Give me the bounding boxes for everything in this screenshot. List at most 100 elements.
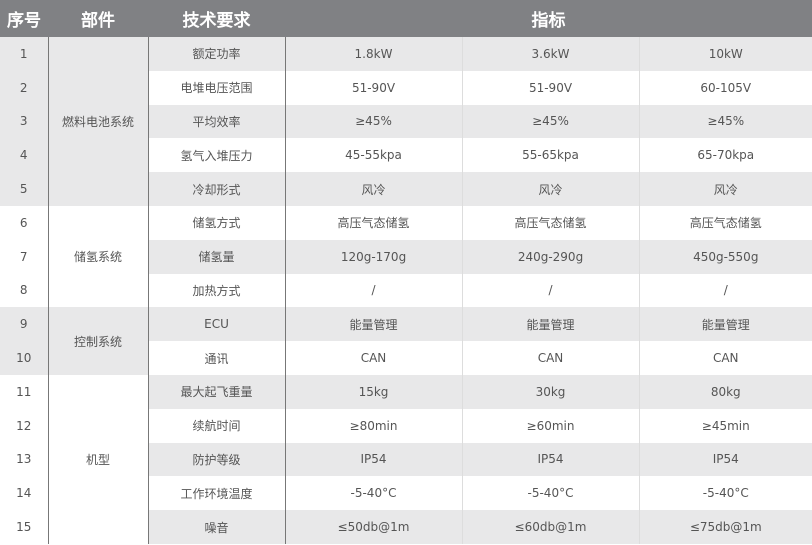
header-component: 部件: [48, 0, 148, 37]
component-cell: 控制系统: [47, 307, 148, 375]
spec-value-cell: 能量管理: [461, 307, 639, 342]
row-index: 4: [0, 138, 48, 173]
row-index: 6: [19, 215, 28, 230]
spec-value-cell: ≤50db@1m: [284, 510, 462, 544]
row-index: 7: [19, 249, 28, 264]
requirement-cell: 平均效率: [147, 104, 285, 139]
spec-value-cell: -5-40°C: [461, 476, 639, 511]
spec-value-cell: ≥80min: [284, 408, 462, 443]
spec-value-cell: ≥45%: [461, 104, 639, 139]
spec-value-cell: /: [461, 273, 639, 308]
spec-value-cell: 高压气态储氢: [284, 205, 462, 240]
spec-value-cell: 45-55kpa: [284, 138, 462, 173]
spec-value-cell: 65-70kpa: [638, 138, 812, 173]
spec-value-cell: ≥45min: [638, 408, 812, 443]
spec-value-cell: 风冷: [461, 172, 639, 206]
spec-value-cell: 15kg: [284, 374, 462, 409]
spec-value-cell: -5-40°C: [284, 476, 462, 511]
table-row: 7 储氢量 120g-170g 240g-290g 450g-550g: [0, 239, 812, 274]
header-requirement: 技术要求: [148, 0, 285, 37]
spec-value-cell: 能量管理: [284, 307, 462, 342]
table-row: 15 噪音 ≤50db@1m ≤60db@1m ≤75db@1m: [0, 510, 812, 544]
spec-value-cell: 30kg: [461, 374, 639, 409]
row-index: 2: [0, 70, 48, 105]
table-row: 3 平均效率 ≥45% ≥45% ≥45%: [0, 104, 812, 139]
requirement-cell: 噪音: [147, 510, 285, 544]
spec-value-cell: 120g-170g: [284, 239, 462, 274]
spec-value-cell: 55-65kpa: [461, 138, 639, 173]
requirement-cell: 最大起飞重量: [147, 374, 285, 409]
spec-value-cell: 450g-550g: [638, 239, 812, 274]
requirement-cell: 额定功率: [147, 37, 285, 71]
requirement-cell: 工作环境温度: [147, 476, 285, 511]
requirement-cell: 加热方式: [147, 273, 285, 308]
requirement-cell: 冷却形式: [147, 172, 285, 206]
requirement-cell: ECU: [147, 307, 285, 342]
table-row: 4 氢气入堆压力 45-55kpa 55-65kpa 65-70kpa: [0, 138, 812, 173]
requirement-cell: 电堆电压范围: [147, 70, 285, 105]
table-row: 12 续航时间 ≥80min ≥60min ≥45min: [0, 408, 812, 443]
spec-value-cell: 3.6kW: [461, 37, 639, 71]
spec-value-cell: 能量管理: [638, 307, 812, 342]
spec-value-cell: 风冷: [638, 172, 812, 206]
row-index: 3: [0, 104, 48, 139]
component-cell: 燃料电池系统: [47, 37, 148, 206]
spec-value-cell: 10kW: [638, 37, 812, 71]
row-index: 9: [0, 307, 48, 342]
row-index: 1: [0, 37, 48, 71]
spec-value-cell: 高压气态储氢: [461, 205, 639, 240]
row-index: 5: [0, 172, 48, 206]
table-row: 8 加热方式 / / /: [0, 273, 812, 308]
table-row: 6 储氢系统 储氢方式 高压气态储氢 高压气态储氢 高压气态储氢: [0, 205, 812, 308]
header-spec: 指标: [285, 0, 812, 37]
spec-value-cell: 1.8kW: [284, 37, 462, 71]
spec-value-cell: ≥45%: [638, 104, 812, 139]
table-row: 11 机型 最大起飞重量 15kg 30kg 80kg: [0, 374, 812, 544]
spec-value-cell: CAN: [284, 341, 462, 375]
spec-value-cell: 80kg: [638, 374, 812, 409]
spec-value-cell: IP54: [638, 442, 812, 477]
spec-value-cell: 51-90V: [284, 70, 462, 105]
header-row: 序号 部件 技术要求 指标: [0, 0, 812, 37]
row-index: 8: [19, 283, 28, 298]
spec-value-cell: 60-105V: [638, 70, 812, 105]
row-index: 11: [16, 384, 32, 399]
spec-value-cell: CAN: [461, 341, 639, 375]
row-index: 14: [16, 486, 32, 501]
spec-value-cell: 51-90V: [461, 70, 639, 105]
table-row: 1 燃料电池系统 额定功率 1.8kW 3.6kW 10kW: [0, 37, 812, 206]
spec-value-cell: IP54: [284, 442, 462, 477]
requirement-cell: 续航时间: [147, 408, 285, 443]
spec-value-cell: ≥60min: [461, 408, 639, 443]
spec-value-cell: CAN: [638, 341, 812, 375]
header-index: 序号: [0, 0, 48, 37]
table-row: 2 电堆电压范围 51-90V 51-90V 60-105V: [0, 70, 812, 105]
requirement-cell: 储氢量: [147, 239, 285, 274]
spec-value-cell: ≤60db@1m: [461, 510, 639, 544]
spec-value-cell: /: [284, 273, 462, 308]
requirement-cell: 通讯: [147, 341, 285, 375]
spec-value-cell: IP54: [461, 442, 639, 477]
requirement-cell: 储氢方式: [147, 205, 285, 240]
spec-value-cell: 风冷: [284, 172, 462, 206]
spec-value-cell: ≤75db@1m: [638, 510, 812, 544]
table-row: 13 防护等级 IP54 IP54 IP54: [0, 442, 812, 477]
table-row: 14 工作环境温度 -5-40°C -5-40°C -5-40°C: [0, 476, 812, 511]
table-row: 5 冷却形式 风冷 风冷 风冷: [0, 172, 812, 206]
table-row: 10 通讯 CAN CAN CAN: [0, 341, 812, 375]
component-cell: 储氢系统: [47, 205, 148, 308]
spec-value-cell: 高压气态储氢: [638, 205, 812, 240]
requirement-cell: 氢气入堆压力: [147, 138, 285, 173]
spec-value-cell: ≥45%: [284, 104, 462, 139]
spec-value-cell: 240g-290g: [461, 239, 639, 274]
requirement-cell: 防护等级: [147, 442, 285, 477]
component-cell: 机型: [47, 374, 148, 544]
row-index: 13: [16, 452, 32, 467]
table-row: 9 控制系统 ECU 能量管理 能量管理 能量管理: [0, 307, 812, 375]
spec-value-cell: -5-40°C: [638, 476, 812, 511]
row-index: 12: [16, 418, 32, 433]
row-index: 15: [16, 520, 32, 535]
spec-value-cell: /: [638, 273, 812, 308]
row-index: 10: [0, 341, 48, 375]
